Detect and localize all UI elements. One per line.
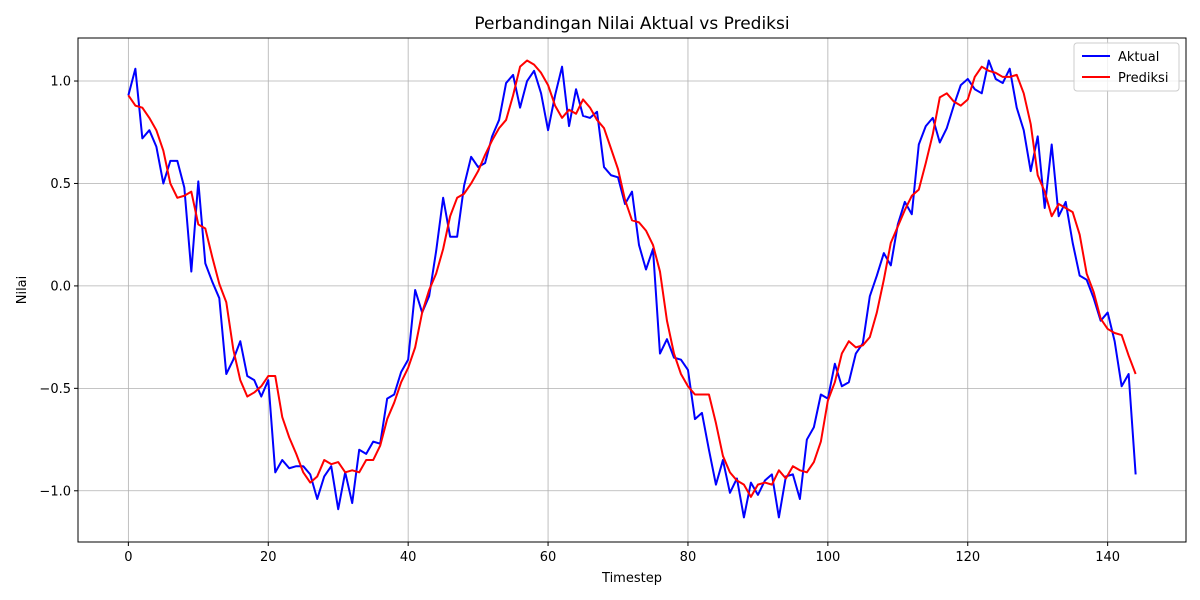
x-tick-label: 20 [260,550,277,565]
legend-label-prediksi: Prediksi [1118,71,1168,86]
grid-lines [78,38,1186,542]
legend-label-aktual: Aktual [1118,50,1159,65]
x-axis-label: Timestep [601,571,662,586]
series-lines [127,59,1137,519]
y-tick-label: −1.0 [39,484,71,499]
axis-ticks: 0 20 40 60 80 100 120 140 −1.0 −0.5 0.0 0.5 1.0 [39,75,1120,565]
x-tick-label: 140 [1095,550,1120,565]
y-tick-label: 0.5 [50,177,71,192]
x-tick-label: 60 [540,550,557,565]
x-tick-label: 120 [955,550,980,565]
y-tick-label: 1.0 [50,75,71,90]
plot-area-frame [77,37,1187,543]
y-tick-label: 0.0 [50,279,71,294]
x-tick-label: 100 [815,550,840,565]
x-tick-label: 80 [680,550,697,565]
y-tick-label: −0.5 [39,382,71,397]
x-tick-label: 40 [400,550,417,565]
chart-title: Perbandingan Nilai Aktual vs Prediksi [474,14,789,34]
series-line-prediksi [127,59,1137,498]
y-axis-label: Nilai [15,276,30,305]
legend: Aktual Prediksi [1073,42,1180,92]
series-line-aktual [127,59,1137,519]
x-tick-label: 0 [124,550,132,565]
